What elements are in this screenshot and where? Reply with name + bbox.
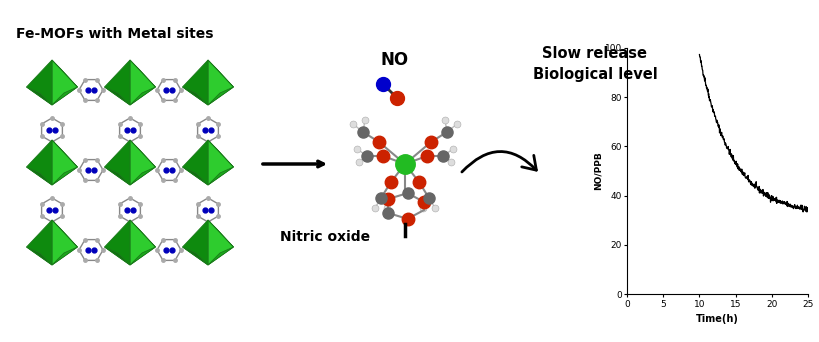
Polygon shape <box>26 220 52 265</box>
Polygon shape <box>52 247 78 265</box>
Polygon shape <box>183 167 208 185</box>
Polygon shape <box>130 140 156 185</box>
Polygon shape <box>104 87 130 105</box>
Polygon shape <box>183 247 208 265</box>
Polygon shape <box>52 220 78 247</box>
Polygon shape <box>208 140 233 167</box>
X-axis label: Time(h): Time(h) <box>695 314 738 324</box>
Polygon shape <box>52 87 78 105</box>
Polygon shape <box>130 247 156 265</box>
Polygon shape <box>104 220 130 265</box>
Polygon shape <box>130 60 156 105</box>
Polygon shape <box>104 247 130 265</box>
Polygon shape <box>26 167 52 185</box>
Polygon shape <box>130 220 156 247</box>
Polygon shape <box>208 220 233 265</box>
Polygon shape <box>208 247 233 265</box>
Polygon shape <box>52 167 78 185</box>
Polygon shape <box>183 87 208 105</box>
Polygon shape <box>52 60 78 87</box>
Polygon shape <box>208 140 233 185</box>
Polygon shape <box>208 220 233 247</box>
Text: NO: NO <box>381 51 409 69</box>
Text: Slow release
Biological level: Slow release Biological level <box>532 46 657 82</box>
FancyArrowPatch shape <box>461 152 536 172</box>
Polygon shape <box>208 60 233 105</box>
Polygon shape <box>52 140 78 185</box>
Polygon shape <box>52 60 78 105</box>
Polygon shape <box>208 167 233 185</box>
Polygon shape <box>130 60 156 87</box>
Polygon shape <box>26 60 52 105</box>
Polygon shape <box>183 140 208 185</box>
Polygon shape <box>130 167 156 185</box>
Polygon shape <box>183 60 208 105</box>
Text: Nitric oxide: Nitric oxide <box>279 230 369 244</box>
Polygon shape <box>26 87 52 105</box>
Y-axis label: NO/PPB: NO/PPB <box>594 152 602 190</box>
Polygon shape <box>208 60 233 87</box>
Polygon shape <box>130 140 156 167</box>
Polygon shape <box>26 140 52 185</box>
Polygon shape <box>208 87 233 105</box>
Polygon shape <box>183 220 208 265</box>
Text: Fe-MOFs with Metal sites: Fe-MOFs with Metal sites <box>16 27 214 41</box>
Polygon shape <box>104 140 130 185</box>
Polygon shape <box>130 87 156 105</box>
Polygon shape <box>26 247 52 265</box>
Polygon shape <box>104 167 130 185</box>
Polygon shape <box>52 220 78 265</box>
Polygon shape <box>130 220 156 265</box>
Polygon shape <box>52 140 78 167</box>
Polygon shape <box>104 60 130 105</box>
